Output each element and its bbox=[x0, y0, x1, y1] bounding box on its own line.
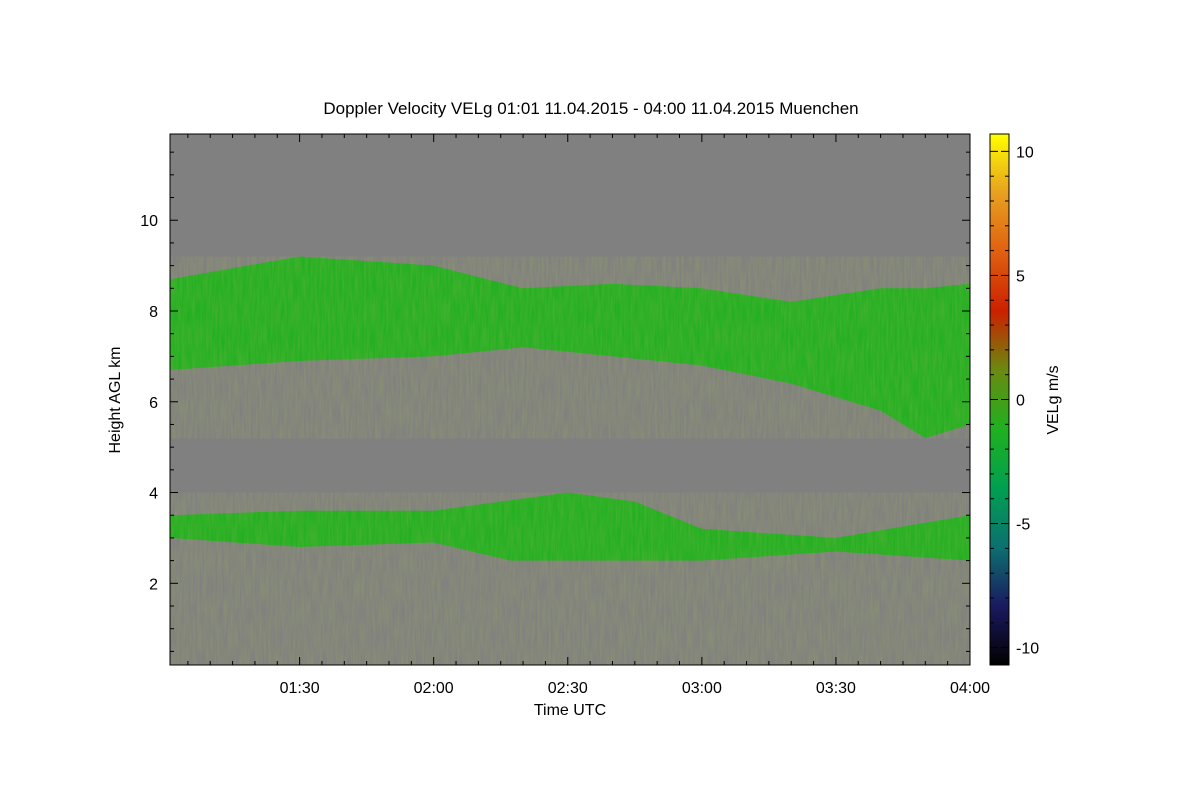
y-tick-label: 8 bbox=[149, 304, 158, 321]
echo-layer-texture-3 bbox=[170, 560, 970, 665]
colorbar-label: VELg m/s bbox=[1045, 365, 1062, 434]
colorbar-tick-label: -5 bbox=[1016, 517, 1030, 534]
chart-title: Doppler Velocity VELg 01:01 11.04.2015 -… bbox=[323, 99, 858, 118]
x-tick-label: 02:00 bbox=[414, 680, 454, 697]
y-axis: 2 4 6 8 10 bbox=[140, 151, 970, 652]
y-tick-label: 10 bbox=[140, 213, 158, 230]
colorbar-tick-label: 0 bbox=[1016, 393, 1025, 410]
y-tick-label: 6 bbox=[149, 395, 158, 412]
x-tick-label: 03:30 bbox=[816, 680, 856, 697]
y-axis-label: Height AGL km bbox=[107, 346, 124, 453]
y-tick-label: 2 bbox=[149, 576, 158, 593]
x-tick-label: 04:00 bbox=[950, 680, 990, 697]
colorbar-axis: 10 5 0 -5 -10 bbox=[990, 144, 1039, 658]
colorbar-tick-label: 10 bbox=[1016, 144, 1034, 161]
x-tick-label: 02:30 bbox=[548, 680, 588, 697]
echo-layer-texture-1 bbox=[170, 256, 970, 439]
y-tick-label: 4 bbox=[149, 486, 158, 503]
x-axis-label: Time UTC bbox=[534, 702, 606, 719]
echo-layer-texture-2 bbox=[170, 492, 970, 602]
echo-layers bbox=[170, 256, 970, 665]
x-tick-label: 01:30 bbox=[280, 680, 320, 697]
x-tick-label: 03:00 bbox=[682, 680, 722, 697]
colorbar-tick-label: 5 bbox=[1016, 268, 1025, 285]
colorbar-tick-label: -10 bbox=[1016, 641, 1039, 658]
plot-frame bbox=[169, 133, 971, 666]
x-axis: 01:30 02:00 02:30 03:00 03:30 04:00 bbox=[187, 134, 990, 697]
